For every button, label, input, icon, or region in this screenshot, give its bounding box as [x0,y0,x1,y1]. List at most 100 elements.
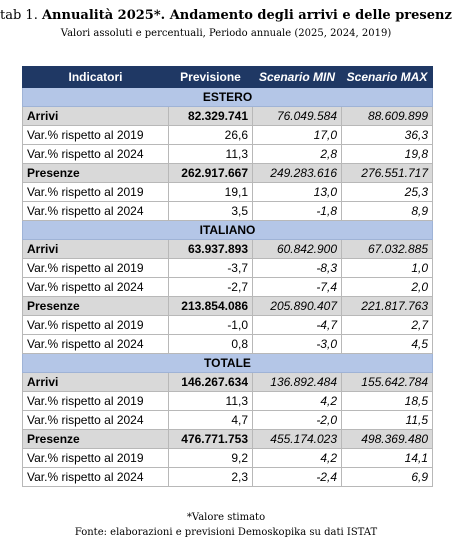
cell-previsione: 262.917.667 [168,163,253,183]
table-title-bold: Annualità 2025*. Andamento degli arrivi … [41,8,452,23]
section-name: ESTERO [22,87,433,107]
section-row: TOTALE [22,353,433,373]
cell-scenario-max: 2,7 [341,315,433,335]
header-scenario-max: Scenario MAX [341,66,433,88]
cell-scenario-max: 498.369.480 [341,429,433,449]
cell-previsione: 82.329.741 [168,106,253,126]
cell-scenario-min: -1,8 [252,201,342,221]
cell-scenario-min: 4,2 [252,448,342,468]
table-row: Var.% rispetto al 2019 9,2 4,2 14,1 [22,448,433,468]
cell-scenario-max: 11,5 [341,410,433,430]
cell-scenario-min: 4,2 [252,391,342,411]
source-line: Fonte: elaborazioni e previsioni Demosko… [74,527,378,538]
header-previsione: Previsione [168,66,253,88]
cell-scenario-min: 17,0 [252,125,342,145]
cell-scenario-max: 276.551.717 [341,163,433,183]
table-row: Presenze 213.854.086 205.890.407 221.817.76… [22,296,433,316]
cell-scenario-max: 4,5 [341,334,433,354]
table-title-prefix: tab 1. [0,8,42,23]
row-label: Var.% rispetto al 2024 [22,410,169,430]
cell-previsione: 26,6 [168,125,253,145]
row-label: Var.% rispetto al 2024 [22,201,169,221]
data-table: Indicatori Previsione Scenario MIN Scena… [22,66,433,487]
cell-scenario-max: 25,3 [341,182,433,202]
row-label: Var.% rispetto al 2024 [22,144,169,164]
row-label: Presenze [22,429,169,449]
cell-scenario-max: 1,0 [341,258,433,278]
cell-scenario-max: 19,8 [341,144,433,164]
cell-scenario-min: 2,8 [252,144,342,164]
cell-previsione: -2,7 [168,277,253,297]
row-label: Var.% rispetto al 2019 [22,182,169,202]
table-body: ESTERO Arrivi 82.329.741 76.049.584 88.609.8… [22,87,433,487]
row-label: Var.% rispetto al 2019 [22,258,169,278]
table-row: Arrivi 82.329.741 76.049.584 88.609.899 [22,106,433,126]
header-indicatori: Indicatori [22,66,169,88]
cell-scenario-max: 67.032.885 [341,239,433,259]
table-row: Var.% rispetto al 2024 4,7 -2,0 11,5 [22,410,433,430]
row-label: Arrivi [22,106,169,126]
cell-scenario-max: 155.642.784 [341,372,433,392]
cell-scenario-max: 6,9 [341,467,433,487]
cell-previsione: 476.771.753 [168,429,253,449]
table-row: Var.% rispetto al 2024 0,8 -3,0 4,5 [22,334,433,354]
cell-scenario-min: -4,7 [252,315,342,335]
cell-scenario-min: 13,0 [252,182,342,202]
row-label: Presenze [22,163,169,183]
cell-scenario-min: -2,0 [252,410,342,430]
table-row: Var.% rispetto al 2019 26,6 17,0 36,3 [22,125,433,145]
cell-scenario-max: 18,5 [341,391,433,411]
row-label: Presenze [22,296,169,316]
header-row: Indicatori Previsione Scenario MIN Scena… [22,66,433,88]
cell-scenario-min: -3,0 [252,334,342,354]
cell-scenario-min: 136.892.484 [252,372,342,392]
cell-scenario-min: -8,3 [252,258,342,278]
table-row: Var.% rispetto al 2024 2,3 -2,4 6,9 [22,467,433,487]
table-title: tab 1. Annualità 2025*. Andamento degli … [0,8,452,23]
cell-previsione: 3,5 [168,201,253,221]
row-label: Var.% rispetto al 2019 [22,315,169,335]
cell-scenario-min: -2,4 [252,467,342,487]
cell-previsione: 0,8 [168,334,253,354]
section-name: TOTALE [22,353,433,373]
row-label: Var.% rispetto al 2019 [22,448,169,468]
cell-scenario-min: 205.890.407 [252,296,342,316]
cell-previsione: 11,3 [168,144,253,164]
section-name: ITALIANO [22,220,433,240]
section-row: ESTERO [22,87,433,107]
table-row: Var.% rispetto al 2019 -1,0 -4,7 2,7 [22,315,433,335]
cell-previsione: -1,0 [168,315,253,335]
table-row: Arrivi 146.267.634 136.892.484 155.642.784 [22,372,433,392]
cell-previsione: -3,7 [168,258,253,278]
table-subtitle: Valori assoluti e percentuali, Periodo a… [60,28,392,39]
cell-scenario-max: 8,9 [341,201,433,221]
header-scenario-min: Scenario MIN [252,66,342,88]
table-row: Var.% rispetto al 2024 -2,7 -7,4 2,0 [22,277,433,297]
cell-previsione: 11,3 [168,391,253,411]
cell-previsione: 146.267.634 [168,372,253,392]
table-row: Var.% rispetto al 2019 19,1 13,0 25,3 [22,182,433,202]
table-row: Presenze 262.917.667 249.283.616 276.551.71… [22,163,433,183]
row-label: Var.% rispetto al 2024 [22,467,169,487]
cell-scenario-max: 14,1 [341,448,433,468]
cell-scenario-min: 76.049.584 [252,106,342,126]
cell-previsione: 9,2 [168,448,253,468]
row-label: Arrivi [22,239,169,259]
cell-previsione: 63.937.893 [168,239,253,259]
section-row: ITALIANO [22,220,433,240]
table-row: Presenze 476.771.753 455.174.023 498.369.48… [22,429,433,449]
cell-previsione: 4,7 [168,410,253,430]
table-row: Arrivi 63.937.893 60.842.900 67.032.885 [22,239,433,259]
cell-scenario-max: 36,3 [341,125,433,145]
cell-scenario-max: 2,0 [341,277,433,297]
row-label: Var.% rispetto al 2024 [22,277,169,297]
table-row: Var.% rispetto al 2024 3,5 -1,8 8,9 [22,201,433,221]
cell-previsione: 213.854.086 [168,296,253,316]
table-row: Var.% rispetto al 2019 11,3 4,2 18,5 [22,391,433,411]
cell-scenario-min: 249.283.616 [252,163,342,183]
row-label: Var.% rispetto al 2019 [22,125,169,145]
cell-scenario-max: 88.609.899 [341,106,433,126]
table-row: Var.% rispetto al 2024 11,3 2,8 19,8 [22,144,433,164]
cell-scenario-min: 60.842.900 [252,239,342,259]
footnote: *Valore stimato [186,512,266,523]
